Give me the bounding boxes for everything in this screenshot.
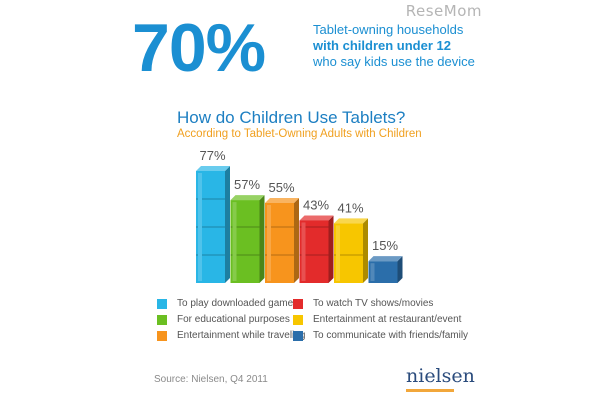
bar-label-6: 15% — [372, 238, 398, 253]
nielsen-logo: nielsen — [406, 365, 475, 387]
source-note: Source: Nielsen, Q4 2011 — [154, 374, 268, 385]
legend-swatch — [293, 298, 303, 309]
bar-label-5: 41% — [337, 200, 363, 215]
chart-title: How do Children Use Tablets? — [177, 108, 406, 127]
legend-label: To play downloaded games — [177, 298, 299, 309]
legend-item-6: To communicate with friends/family — [293, 330, 468, 341]
headline-stat: 70% — [132, 10, 266, 86]
bar-1 — [196, 166, 230, 283]
headline-description: Tablet-owning households with children u… — [313, 22, 475, 70]
legend-swatch — [157, 298, 167, 309]
legend-swatch — [293, 314, 303, 325]
bar-label-4: 43% — [303, 197, 329, 212]
bar-4 — [299, 215, 334, 283]
headline-line-3: who say kids use the device — [313, 54, 475, 69]
legend-item-3: Entertainment while traveling — [157, 330, 305, 341]
bar-2 — [230, 195, 265, 283]
legend-item-2: For educational purposes — [157, 314, 290, 325]
watermark-text: ReseMom — [405, 2, 482, 20]
headline-line-2: with children under 12 — [313, 38, 451, 53]
bar-5 — [334, 218, 368, 283]
logo-underline — [406, 389, 454, 392]
headline-line-1: Tablet-owning households — [313, 22, 464, 37]
legend-label: Entertainment at restaurant/event — [313, 314, 462, 325]
bar-3 — [265, 198, 299, 283]
legend-item-4: To watch TV shows/movies — [293, 298, 433, 309]
bar-label-1: 77% — [199, 148, 225, 163]
chart-subtitle: According to Tablet-Owning Adults with C… — [177, 128, 422, 140]
legend-item-5: Entertainment at restaurant/event — [293, 314, 461, 325]
legend-swatch — [157, 330, 167, 341]
legend-label: To watch TV shows/movies — [313, 298, 434, 309]
legend-swatch — [157, 314, 167, 325]
legend-item-1: To play downloaded games — [157, 298, 298, 309]
legend-label: Entertainment while traveling — [177, 330, 306, 341]
bar-label-2: 57% — [234, 177, 260, 192]
legend-swatch — [293, 330, 303, 341]
bar-6 — [368, 256, 403, 283]
legend-label: To communicate with friends/family — [313, 330, 469, 341]
legend-label: For educational purposes — [177, 314, 290, 325]
bar-label-3: 55% — [268, 180, 294, 195]
